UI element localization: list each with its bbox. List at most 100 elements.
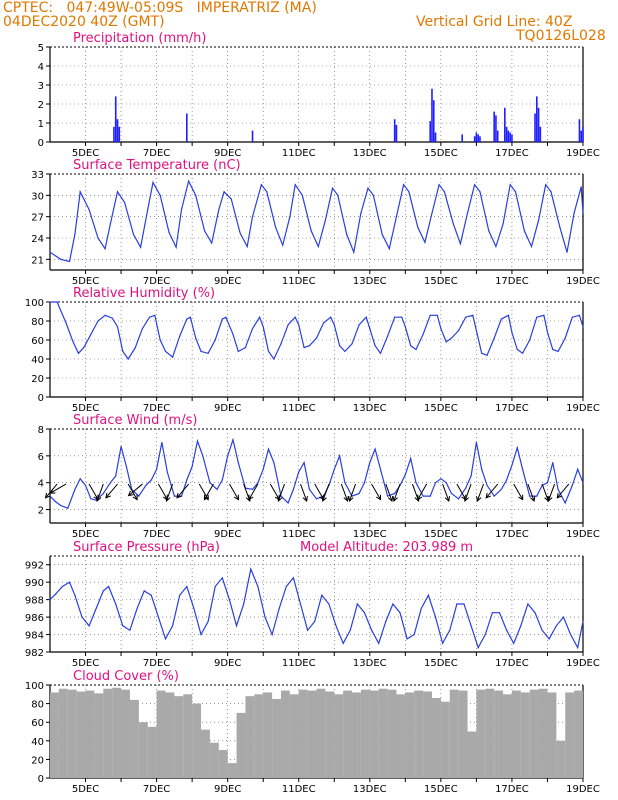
data-point xyxy=(513,642,515,644)
data-point xyxy=(506,479,508,481)
cloud-bar xyxy=(192,703,202,778)
data-point xyxy=(267,350,270,352)
y-tick-label: 21 xyxy=(31,255,44,266)
x-tick-label: 9DEC xyxy=(214,784,241,795)
wind-arrow-head xyxy=(277,495,283,502)
wind-arrow-head xyxy=(376,494,382,501)
data-point xyxy=(484,633,486,636)
data-point xyxy=(370,629,373,631)
y-tick-label: 1 xyxy=(38,119,44,130)
data-point xyxy=(537,219,540,221)
data-point xyxy=(479,191,481,193)
data-point xyxy=(65,322,67,324)
cloud-bar xyxy=(485,688,495,778)
panel-title: Cloud Cover (%) xyxy=(73,669,179,684)
cloud-bar xyxy=(183,694,193,778)
wind-arrow-head xyxy=(203,494,209,501)
x-tick-label: 13DEC xyxy=(353,658,387,669)
data-point xyxy=(406,638,408,640)
x-tick-label: 9DEC xyxy=(214,658,241,669)
data-point xyxy=(456,603,458,605)
data-point xyxy=(150,479,152,481)
data-point xyxy=(536,316,538,318)
data-point xyxy=(147,208,149,211)
x-tick-label: 19DEC xyxy=(566,529,600,540)
panel-2 xyxy=(46,301,584,401)
data-point xyxy=(523,230,525,232)
data-point xyxy=(404,326,406,328)
x-tick-label: 11DEC xyxy=(282,784,316,795)
x-tick-label: 15DEC xyxy=(424,658,458,669)
cloud-bar xyxy=(405,692,415,778)
data-point xyxy=(191,466,193,468)
x-tick-label: 15DEC xyxy=(424,529,458,540)
data-point xyxy=(237,350,239,352)
x-tick-label: 13DEC xyxy=(353,529,387,540)
data-point xyxy=(287,324,289,326)
data-point xyxy=(74,488,76,491)
data-point xyxy=(79,191,81,193)
data-point xyxy=(436,314,438,316)
data-point xyxy=(95,607,97,609)
wind-arrow xyxy=(527,483,535,502)
data-point xyxy=(424,241,426,243)
data-point xyxy=(150,594,152,596)
data-point xyxy=(143,590,145,592)
data-point xyxy=(582,326,584,328)
data-point xyxy=(571,316,573,318)
data-point xyxy=(323,322,325,324)
wind-arrow xyxy=(417,483,428,500)
x-tick-label: 17DEC xyxy=(495,403,529,414)
data-point xyxy=(342,642,344,644)
data-point xyxy=(244,347,247,349)
data-point xyxy=(564,502,566,504)
data-point xyxy=(294,184,296,186)
precip-bar xyxy=(477,134,479,142)
wind-arrow-head xyxy=(343,495,349,502)
data-point xyxy=(314,620,316,623)
cloud-bar xyxy=(272,698,281,778)
series-line xyxy=(49,437,584,509)
x-tick-label: 17DEC xyxy=(495,658,529,669)
y-tick-label: 3 xyxy=(38,81,44,92)
data-point xyxy=(552,348,554,351)
data-point xyxy=(189,316,191,318)
data-point xyxy=(324,219,326,221)
wind-arrow xyxy=(322,483,330,502)
cloud-bar xyxy=(431,698,441,778)
data-point xyxy=(228,599,231,601)
precip-bar xyxy=(580,130,583,142)
data-point xyxy=(298,471,300,473)
data-point xyxy=(410,345,412,347)
data-point xyxy=(516,447,518,449)
data-point xyxy=(443,191,446,193)
data-point xyxy=(557,488,559,491)
data-point xyxy=(273,358,275,360)
data-point xyxy=(299,603,302,605)
data-point xyxy=(278,607,280,609)
data-point xyxy=(179,594,181,596)
precip-bar xyxy=(395,124,398,142)
data-point xyxy=(90,333,92,335)
data-point xyxy=(61,585,64,588)
data-point xyxy=(385,620,387,623)
data-point xyxy=(285,585,287,588)
wind-arrow xyxy=(198,483,209,500)
wind-arrow xyxy=(541,483,549,502)
wind-arrow-head xyxy=(392,495,398,502)
data-point xyxy=(562,616,565,618)
data-point xyxy=(235,625,238,627)
wind-arrow xyxy=(277,483,285,502)
data-point xyxy=(580,186,582,188)
precip-bar xyxy=(475,132,478,142)
cloud-bar xyxy=(423,691,432,778)
data-point xyxy=(500,318,502,320)
data-point xyxy=(445,341,447,343)
data-point xyxy=(452,223,454,225)
data-point xyxy=(577,468,579,470)
y-tick-label: 0 xyxy=(38,138,44,149)
data-point xyxy=(546,331,549,333)
data-point xyxy=(83,347,85,349)
wind-arrow xyxy=(340,483,348,502)
wind-arrow-head xyxy=(132,494,138,501)
